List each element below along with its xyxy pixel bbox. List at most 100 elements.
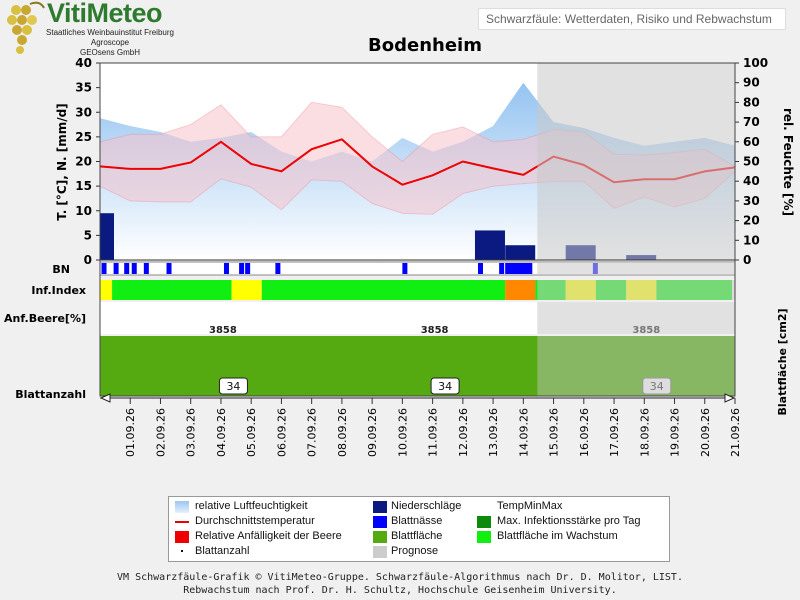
inf-index-segment xyxy=(112,280,232,300)
footer-credit-2: Rebwachstum nach Prof. Dr. H. Schultz, H… xyxy=(183,585,617,596)
date-tick-label: 21.09.26 xyxy=(729,408,742,457)
page-subtitle: Schwarzfäule: Wetterdaten, Risiko und Re… xyxy=(486,12,772,26)
legend-label-leafcount: Blattanzahl xyxy=(195,545,250,557)
legend-label-forecast: Prognose xyxy=(391,545,439,557)
blattflaeche-value: 3858 xyxy=(632,325,660,336)
grape-logo-icon xyxy=(7,1,45,54)
subtitle-box xyxy=(478,8,786,30)
date-tick-label: 12.09.26 xyxy=(457,408,470,457)
left-tick-label: 15 xyxy=(75,179,92,193)
legend-label-humidity: relative Luftfeuchtigkeit xyxy=(195,500,308,512)
right-tick-label: 100 xyxy=(743,56,768,70)
anf-beere-label: Anf.Beere[%] xyxy=(4,312,86,325)
right-tick-label: 30 xyxy=(743,194,760,208)
chart-title: Bodenheim xyxy=(368,35,482,56)
date-tick-label: 13.09.26 xyxy=(487,408,500,457)
legend-swatch-avgtemp xyxy=(175,521,189,523)
anf-forecast-overlay xyxy=(537,302,735,334)
legend: relative Luftfeuchtigkeit Niederschläge … xyxy=(168,496,670,562)
blattanzahl-badge xyxy=(430,377,460,395)
blattanzahl-value: 34 xyxy=(226,380,240,393)
date-tick-label: 04.09.26 xyxy=(215,408,228,457)
bn-event xyxy=(124,263,130,274)
date-tick-label: 11.09.26 xyxy=(427,408,440,457)
right-tick-label: 40 xyxy=(743,174,760,188)
right-tick-label: 80 xyxy=(743,95,760,109)
bn-event xyxy=(113,263,119,274)
legend-label-berry: Relative Anfälligkeit der Beere xyxy=(195,530,342,542)
legend-label-leafgrowth: Blattfläche im Wachstum xyxy=(497,530,618,542)
partner-agroscope-text: Agroscope xyxy=(90,38,130,47)
left-tick-label: 30 xyxy=(75,105,92,119)
legend-swatch-leafcount xyxy=(181,550,183,552)
blattflaeche-axis-label: Blattfläche [cm2] xyxy=(776,308,789,415)
legend-label-avgtemp: Durchschnittstemperatur xyxy=(195,515,315,527)
right-tick-label: 60 xyxy=(743,135,760,149)
bn-event xyxy=(512,263,525,274)
blattflaeche-value: 3858 xyxy=(421,325,449,336)
date-tick-label: 01.09.26 xyxy=(124,408,137,457)
bn-forecast-overlay xyxy=(537,262,735,275)
blattanzahl-badge xyxy=(642,377,672,395)
right-tick-label: 10 xyxy=(743,233,760,247)
date-tick-label: 14.09.26 xyxy=(517,408,530,457)
legend-swatch-maxinf xyxy=(477,516,491,528)
left-tick-label: 25 xyxy=(75,130,92,144)
inf-index-segment xyxy=(231,280,262,300)
left-tick-label: 0 xyxy=(84,253,92,267)
left-tick-label: 10 xyxy=(75,204,92,218)
legend-label-leafwet: Blattnässe xyxy=(391,515,443,527)
blattanzahl-label: Blattanzahl xyxy=(15,388,86,401)
left-axis-label: T. [°C], N. [mm/d] xyxy=(55,103,69,220)
left-tick-label: 40 xyxy=(75,56,92,70)
bn-event xyxy=(275,263,281,274)
rain-bar xyxy=(505,245,536,260)
date-tick-label: 17.09.26 xyxy=(608,408,621,457)
date-tick-label: 10.09.26 xyxy=(396,408,409,457)
bn-event xyxy=(402,263,408,274)
legend-label-tempminmax: TempMinMax xyxy=(497,500,563,512)
date-tick-label: 18.09.26 xyxy=(638,408,651,457)
inf-index-segment xyxy=(505,280,536,300)
inf-index-label: Inf.Index xyxy=(31,284,86,297)
bn-event xyxy=(239,263,245,274)
date-tick-label: 15.09.26 xyxy=(548,408,561,457)
date-tick-label: 08.09.26 xyxy=(336,408,349,457)
brand-logo-text: VitiMeteo xyxy=(47,0,163,28)
date-tick-label: 02.09.26 xyxy=(154,408,167,457)
right-arrow-icon xyxy=(724,393,736,403)
bn-event xyxy=(245,263,251,274)
right-axis-label: rel. Feuchte [%] xyxy=(781,108,795,216)
date-tick-label: 16.09.26 xyxy=(578,408,591,457)
left-tick-label: 20 xyxy=(75,155,92,169)
bn-event xyxy=(143,263,149,274)
date-tick-label: 19.09.26 xyxy=(669,408,682,457)
right-tick-label: 20 xyxy=(743,214,760,228)
left-tick-label: 5 xyxy=(84,228,92,242)
blattflaeche-value: 3858 xyxy=(209,325,237,336)
date-tick-label: 20.09.26 xyxy=(699,408,712,457)
legend-swatch-leafgrowth xyxy=(477,531,491,543)
bn-label: BN xyxy=(52,263,70,276)
legend-swatch-berry xyxy=(175,531,189,543)
right-tick-label: 90 xyxy=(743,76,760,90)
bn-event xyxy=(520,263,533,274)
rain-bar xyxy=(100,213,114,260)
right-tick-label: 0 xyxy=(743,253,751,267)
date-tick-label: 07.09.26 xyxy=(306,408,319,457)
inf-index-segment xyxy=(261,280,506,300)
institute-text: Staatliches Weinbauinstitut Freiburg xyxy=(46,28,174,37)
blattflaeche-forecast-overlay xyxy=(537,336,735,396)
footer-credit-1: VM Schwarzfäule-Grafik © VitiMeteo-Grupp… xyxy=(117,572,683,583)
legend-label-leafarea: Blattfläche xyxy=(391,530,443,542)
bn-event xyxy=(499,263,505,274)
legend-swatch-humidity xyxy=(175,501,189,513)
date-tick-label: 09.09.26 xyxy=(366,408,379,457)
bn-event xyxy=(101,263,107,274)
forecast-overlay xyxy=(537,63,735,260)
bn-event xyxy=(166,263,172,274)
right-tick-label: 70 xyxy=(743,115,760,129)
legend-swatch-forecast xyxy=(373,546,387,558)
